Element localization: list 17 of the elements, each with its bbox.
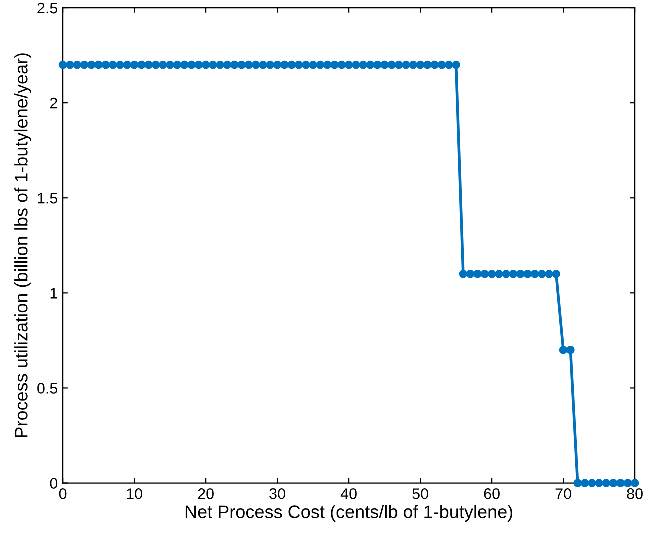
y-tick-label: 2.5 xyxy=(38,2,58,14)
y-tick-label: 0 xyxy=(50,478,58,489)
y-tick-label: 2 xyxy=(50,98,58,109)
y-tick-label: 0.5 xyxy=(38,383,58,394)
x-tick-label: 30 xyxy=(270,488,286,500)
x-tick-label: 70 xyxy=(556,488,572,500)
x-tick-label: 20 xyxy=(198,488,214,500)
x-tick-label: 50 xyxy=(412,488,428,500)
x-tick-label: 0 xyxy=(59,488,67,500)
x-tick-label: 80 xyxy=(627,488,643,500)
x-tick-label: 60 xyxy=(484,488,500,500)
y-tick-label: 1 xyxy=(50,288,58,299)
x-axis-title: Net Process Cost (cents/lb of 1-butylene) xyxy=(186,505,513,522)
y-axis-title: Process utilization (billion lbs of 1-butylene/year) xyxy=(14,54,32,438)
x-tick-label: 40 xyxy=(340,488,357,500)
y-tick-label: 1.5 xyxy=(38,193,58,204)
x-tick-label: 10 xyxy=(127,488,142,500)
